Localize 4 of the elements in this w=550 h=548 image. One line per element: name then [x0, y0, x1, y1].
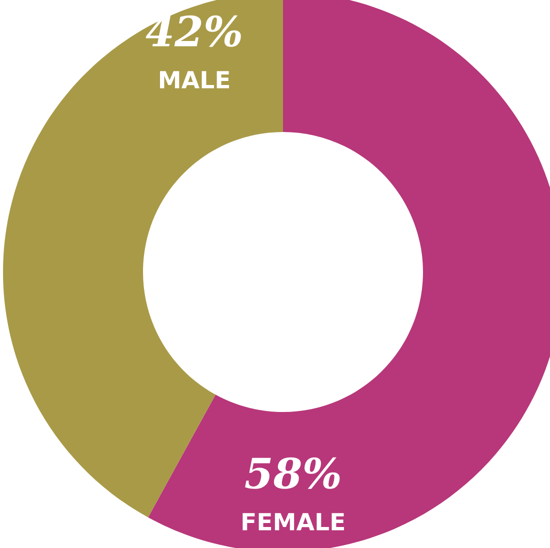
slice-label: MALE [160, 71, 230, 88]
data-label: 42% [146, 15, 241, 47]
slice-label: FEMALE [242, 513, 344, 530]
data-label: 58% [245, 457, 340, 489]
